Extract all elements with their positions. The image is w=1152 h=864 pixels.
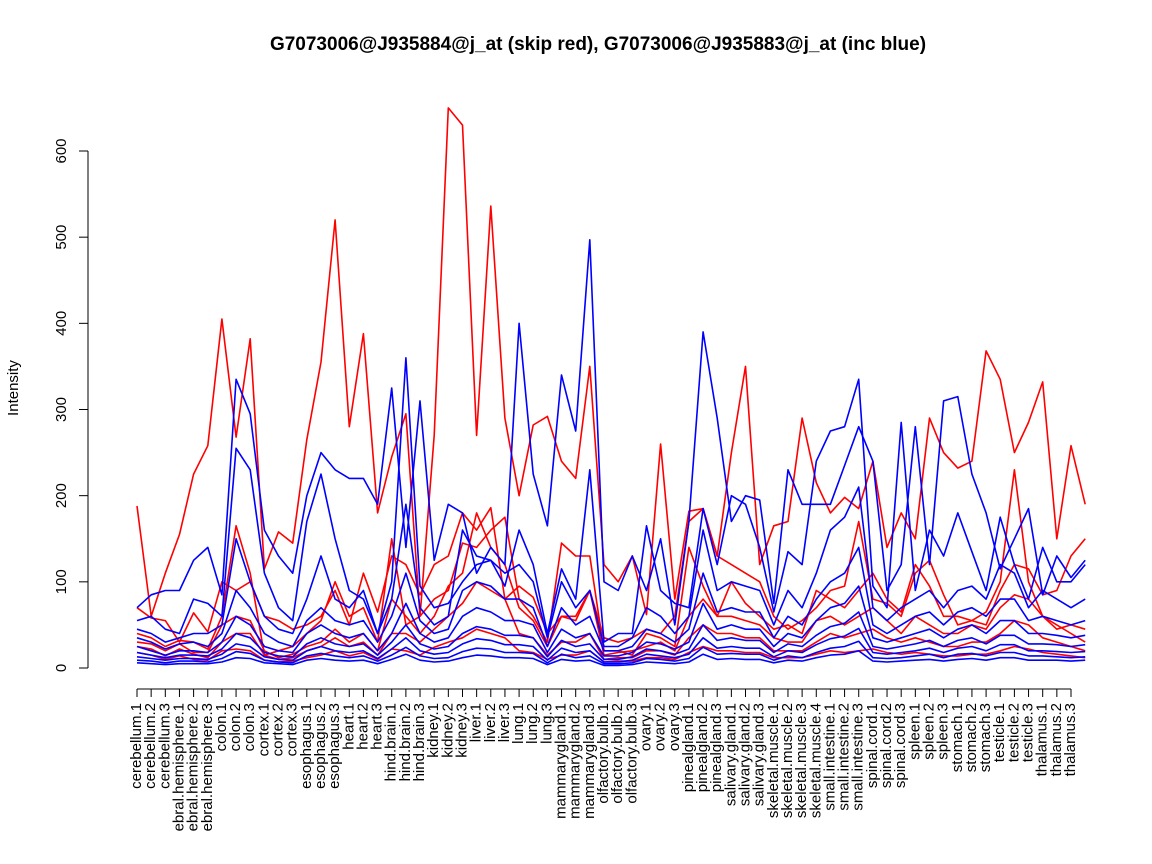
x-tick-label: testicle.3 [1019,703,1036,762]
x-axis: cerebellum.1cerebellum.2cerebellum.3ebra… [128,688,1079,831]
x-tick-label: salivary.gland.3 [751,703,768,806]
x-tick-label: heart.3 [369,703,386,750]
x-tick-label: small.intestine.3 [850,703,867,811]
x-tick-label: cerebellum.1 [128,703,145,789]
x-tick-label: ovary.1 [637,703,654,751]
y-tick-label: 600 [53,138,70,163]
x-tick-label: colon.1 [213,703,230,751]
series-lines [136,107,1086,667]
x-tick-label: lung.2 [524,703,541,744]
x-tick-label: olfactory.bulb.1 [595,703,612,804]
y-tick-label: 100 [53,569,70,594]
x-tick-label: thalamus.2 [1048,703,1065,776]
x-tick-label: salivary.gland.2 [736,703,753,806]
x-tick-label: esophagus.1 [298,703,315,789]
x-tick-label: spleen.3 [935,703,952,760]
series-line-inc-12 [136,611,1086,661]
x-tick-label: stomach.3 [977,703,994,772]
x-tick-label: olfactory.bulb.3 [623,703,640,804]
x-tick-label: esophagus.3 [326,703,343,789]
x-tick-label: small.intestine.2 [836,703,853,811]
x-tick-label: small.intestine.1 [821,703,838,811]
x-tick-label: ebral.hemisphere.2 [185,703,202,831]
y-tick-label: 200 [53,483,70,508]
x-tick-label: cortex.2 [269,703,286,756]
x-tick-label: spinal.cord.1 [864,703,881,788]
x-tick-label: ebral.hemisphere.1 [170,703,187,831]
x-tick-label: pinealgland.3 [708,703,725,792]
x-tick-label: pinealgland.1 [680,703,697,792]
x-tick-label: lung.1 [510,703,527,744]
x-tick-label: spinal.cord.2 [878,703,895,788]
x-tick-label: skeletal.muscle.3 [793,703,810,818]
x-tick-label: thalamus.3 [1062,703,1079,776]
x-tick-label: spleen.2 [920,703,937,760]
x-tick-label: heart.2 [354,703,371,750]
x-tick-label: cerebellum.3 [156,703,173,789]
x-tick-label: testicle.2 [1005,703,1022,762]
x-tick-label: skeletal.muscle.1 [765,703,782,818]
x-tick-label: thalamus.1 [1034,703,1051,776]
series-line-inc-14 [136,640,1086,665]
y-tick-label: 500 [53,225,70,250]
x-tick-label: cortex.3 [284,703,301,756]
x-tick-label: lung.3 [538,703,555,744]
x-tick-label: mammarygland.2 [567,703,584,819]
series-line-inc-7 [136,239,1086,626]
x-tick-label: kidney.1 [425,703,442,758]
series-line-inc-11 [136,585,1086,657]
x-tick-label: ovary.2 [652,703,669,751]
x-tick-label: stomach.1 [949,703,966,772]
x-tick-label: liver.2 [482,703,499,742]
x-tick-label: liver.1 [468,703,485,742]
y-axis: 0 100 200 300 400 500 600 [53,138,89,672]
x-tick-label: cortex.1 [255,703,272,756]
x-tick-label: ebral.hemisphere.3 [199,703,216,831]
x-tick-label: hind.brain.2 [397,703,414,781]
y-axis-label: Intensity [5,360,22,416]
series-line-inc-15 [136,649,1086,667]
x-tick-label: skeletal.muscle.4 [807,703,824,818]
series-line-inc-8 [136,356,1086,643]
series-line-inc-13 [136,627,1086,663]
x-tick-label: stomach.2 [963,703,980,772]
x-tick-label: kidney.2 [439,703,456,758]
x-tick-label: liver.3 [496,703,513,742]
x-tick-label: spinal.cord.3 [892,703,909,788]
x-tick-label: mammarygland.1 [552,703,569,819]
x-tick-label: esophagus.2 [312,703,329,789]
series-line-inc-10 [136,546,1086,652]
x-tick-label: cerebellum.2 [142,703,159,789]
x-tick-label: pinealgland.2 [694,703,711,792]
x-tick-label: spleen.1 [906,703,923,760]
series-line-skip-4 [136,512,1086,659]
series-line-skip-1 [136,107,1086,618]
x-tick-label: hind.brain.3 [411,703,428,781]
x-tick-label: salivary.gland.1 [722,703,739,806]
y-tick-label: 300 [53,397,70,422]
x-tick-label: kidney.3 [453,703,470,758]
x-tick-label: colon.2 [227,703,244,751]
x-tick-label: olfactory.bulb.2 [609,703,626,804]
x-tick-label: ovary.3 [666,703,683,751]
y-tick-label: 0 [53,664,70,672]
x-tick-label: mammarygland.3 [581,703,598,819]
y-tick-label: 400 [53,311,70,336]
x-tick-label: colon.3 [241,703,258,751]
x-tick-label: testicle.1 [991,703,1008,762]
x-tick-label: hind.brain.1 [383,703,400,781]
chart-title: G7073006@J935884@j_at (skip red), G70730… [270,34,926,55]
x-tick-label: heart.1 [340,703,357,750]
series-line-inc-9 [136,486,1086,648]
x-tick-label: skeletal.muscle.2 [779,703,796,818]
